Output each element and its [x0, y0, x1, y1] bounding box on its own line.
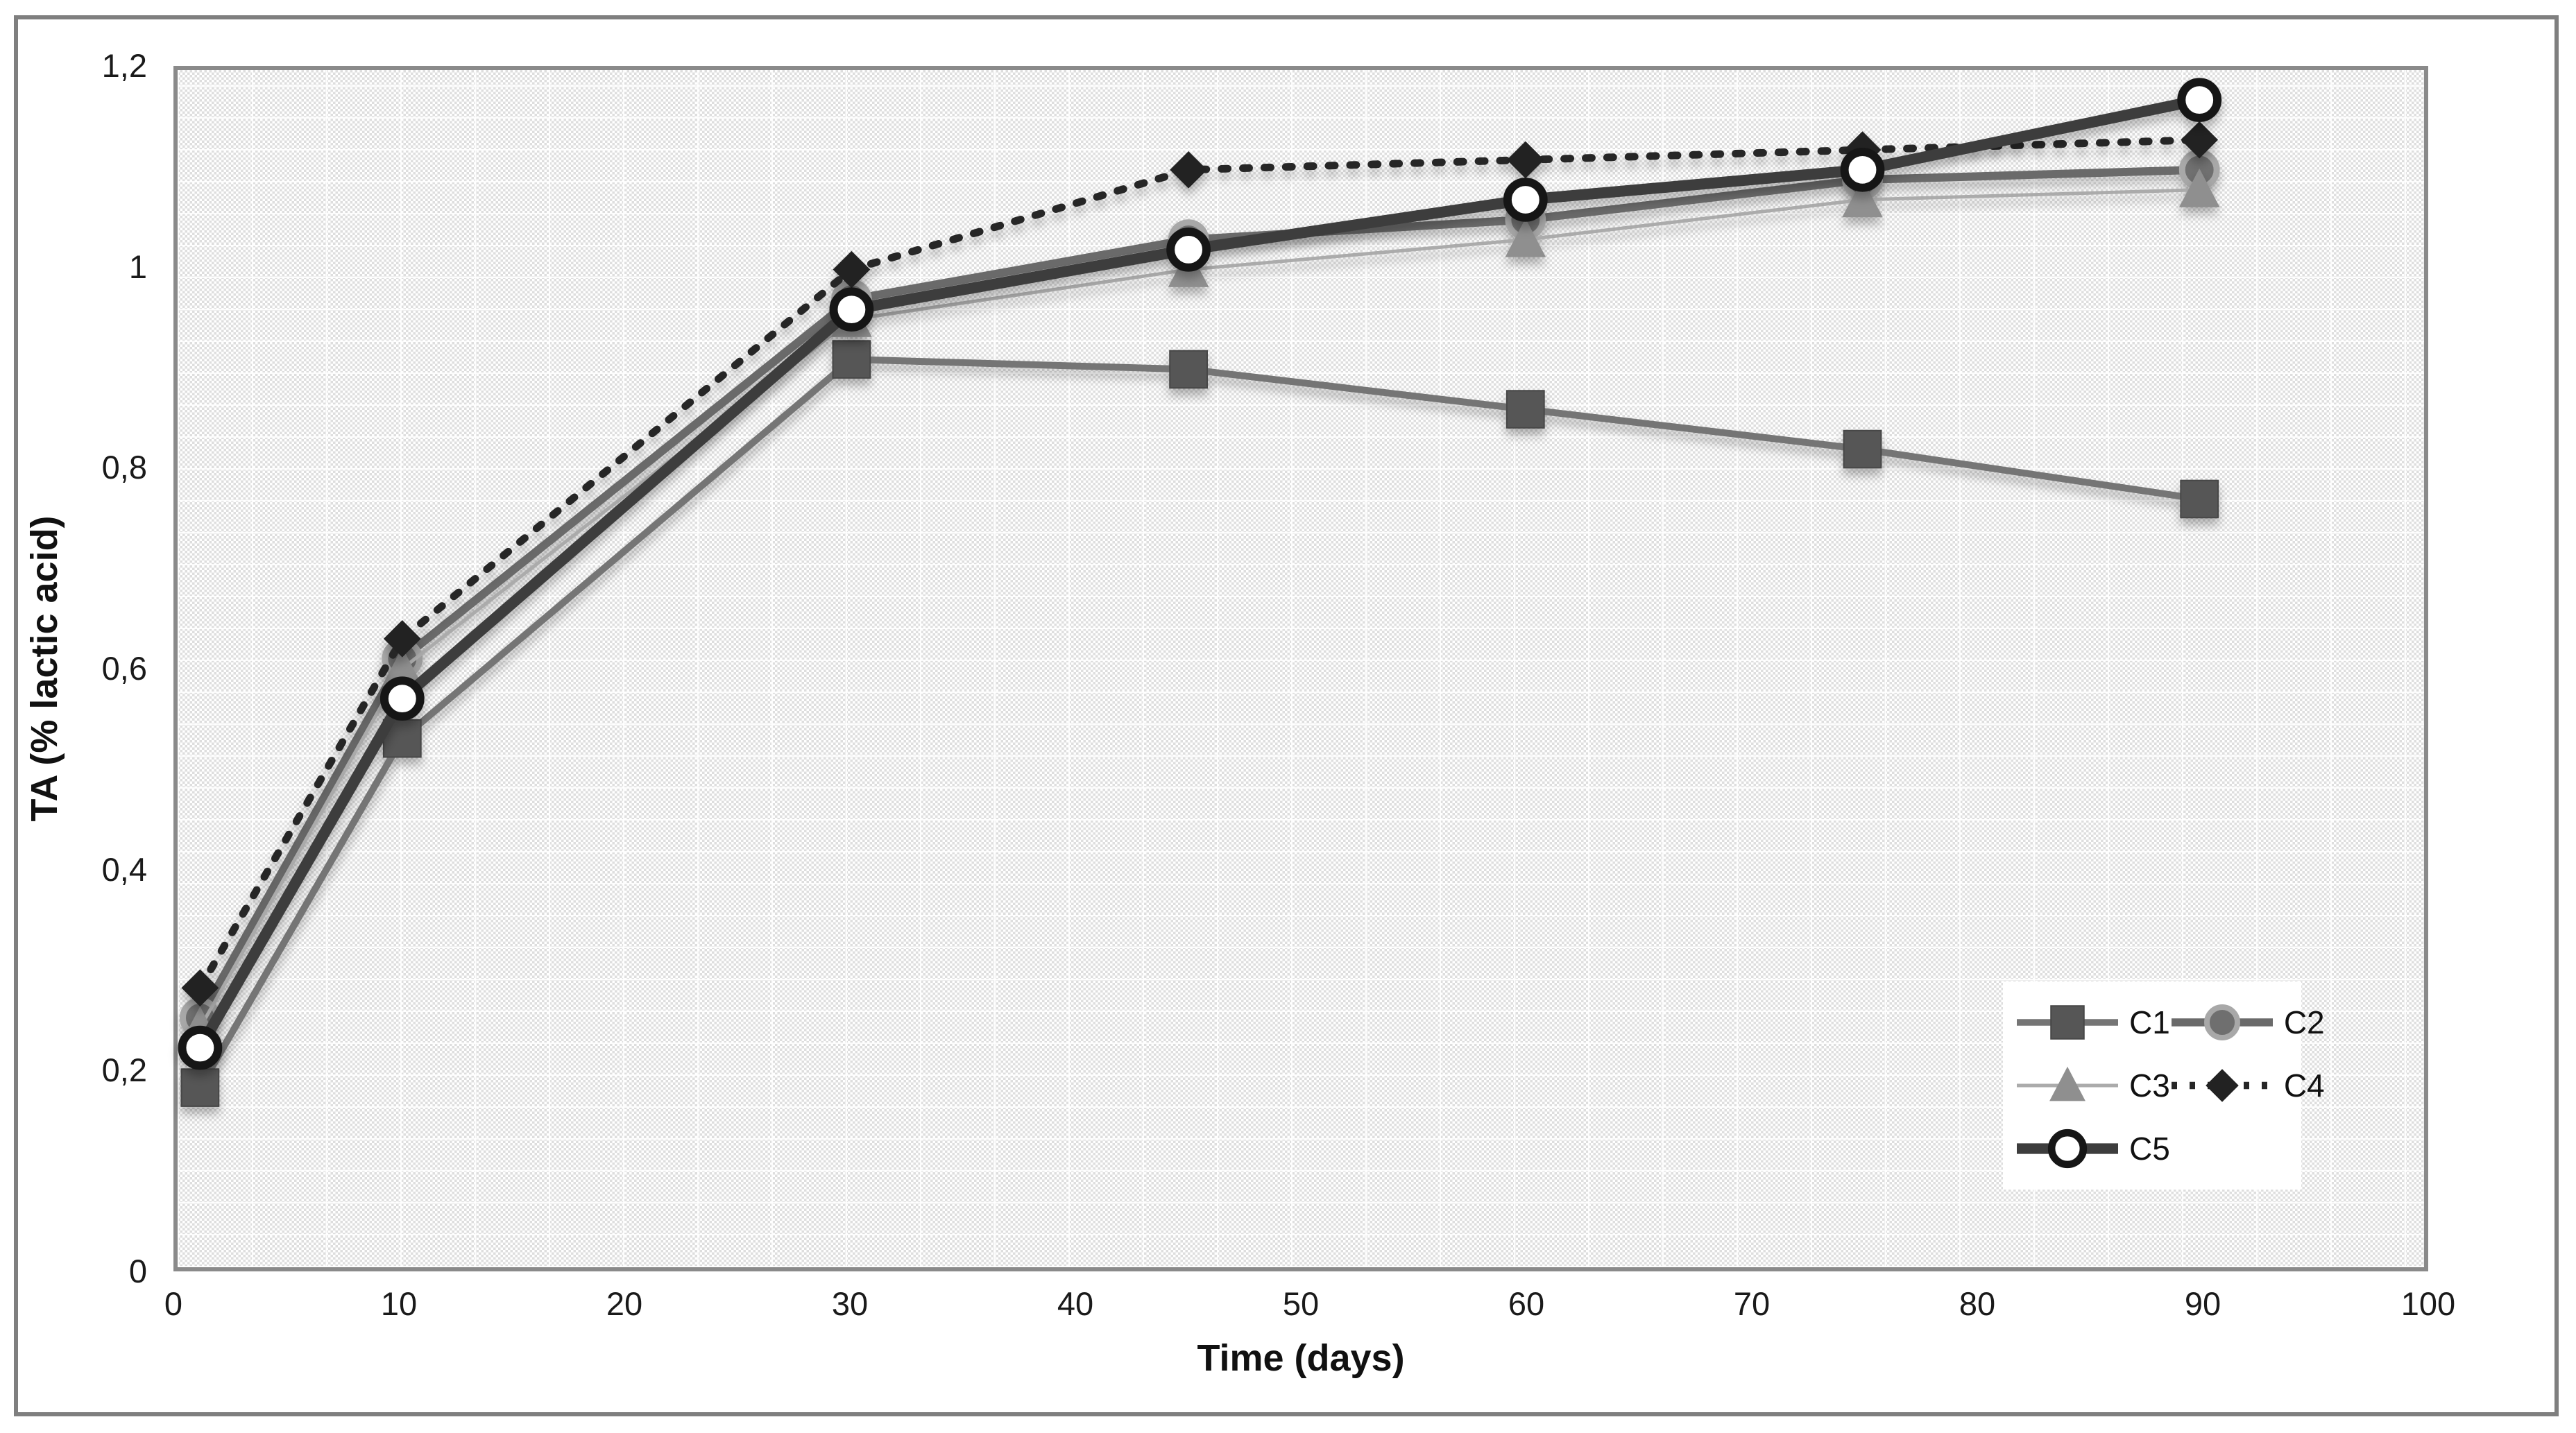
series-marker: [832, 340, 871, 379]
series-marker: [181, 969, 219, 1007]
x-tick-label: 40: [1057, 1285, 1094, 1322]
y-tick-label: 0: [128, 1253, 147, 1289]
square-icon: [2050, 1005, 2085, 1040]
y-tick-label: 0,4: [101, 850, 147, 888]
x-tick-label: 90: [2184, 1285, 2221, 1322]
series-C1: [180, 340, 2219, 1107]
x-tick-label: 10: [380, 1285, 418, 1322]
series-marker: [1169, 350, 1208, 389]
series-marker: [383, 620, 421, 658]
legend-swatch: [2017, 1066, 2118, 1101]
legend-swatch: [2171, 1004, 2273, 1041]
series-marker: [1166, 228, 1211, 272]
x-tick-label: 50: [1282, 1285, 1320, 1322]
legend-item: C5: [2015, 1129, 2170, 1168]
series-marker: [2177, 78, 2222, 122]
y-tick-label: 0,8: [101, 449, 147, 486]
open-circle-icon: [2047, 1129, 2088, 1168]
series-marker: [1842, 178, 1883, 218]
legend-swatch: [2171, 1069, 2273, 1102]
series-line: [196, 356, 2203, 1092]
series-marker: [180, 1068, 220, 1107]
x-tick-label: 0: [164, 1285, 183, 1322]
legend-item: C1: [2015, 1003, 2170, 1042]
legend-label: C2: [2283, 1004, 2325, 1041]
series-marker: [1170, 151, 1208, 189]
series-marker: [1505, 218, 1546, 257]
x-tick-label: 100: [2400, 1285, 2456, 1322]
legend-label: C1: [2129, 1004, 2170, 1041]
series-plot: [178, 78, 2222, 1107]
legend-swatch: [2017, 1129, 2118, 1168]
legend-item: C2: [2170, 1003, 2325, 1042]
x-tick-label: 80: [1959, 1285, 1996, 1322]
series-marker: [1506, 141, 1544, 179]
legend-label: C3: [2129, 1067, 2170, 1104]
series-marker: [2178, 168, 2220, 207]
legend-label: C5: [2129, 1130, 2170, 1167]
y-tick-label: 1,2: [101, 47, 147, 84]
series-marker: [833, 250, 871, 289]
series-marker: [829, 287, 874, 332]
y-tick-label: 0,2: [101, 1052, 147, 1089]
triangle-icon: [2049, 1066, 2085, 1101]
series-marker: [178, 1025, 223, 1070]
x-tick-label: 20: [606, 1285, 643, 1322]
legend-item: C4: [2170, 1066, 2325, 1105]
y-tick-label: 1: [128, 248, 147, 285]
x-tick-label: 30: [831, 1285, 869, 1322]
series-C5: [178, 78, 2222, 1070]
legend-item: C3: [2015, 1066, 2170, 1105]
legend: C1 C2 C3 C4 C5: [2003, 981, 2325, 1190]
series-marker: [1503, 178, 1548, 222]
x-axis-title: Time (days): [1197, 1337, 1405, 1379]
series-marker: [2181, 121, 2219, 159]
x-tick-label: 60: [1508, 1285, 1545, 1322]
y-tick-label: 0,6: [101, 650, 147, 687]
circle-icon: [2203, 1004, 2240, 1041]
legend-label: C4: [2283, 1067, 2325, 1104]
series-marker: [1840, 148, 1885, 192]
series-marker: [379, 676, 425, 721]
series-marker: [2180, 479, 2219, 519]
x-tick-label: 70: [1733, 1285, 1771, 1322]
series-marker: [1505, 390, 1545, 429]
diamond-icon: [2206, 1069, 2239, 1102]
series-marker: [382, 647, 423, 687]
legend-swatch: [2017, 1005, 2118, 1040]
series-C3: [180, 168, 2220, 1046]
series-marker: [1843, 429, 1882, 469]
